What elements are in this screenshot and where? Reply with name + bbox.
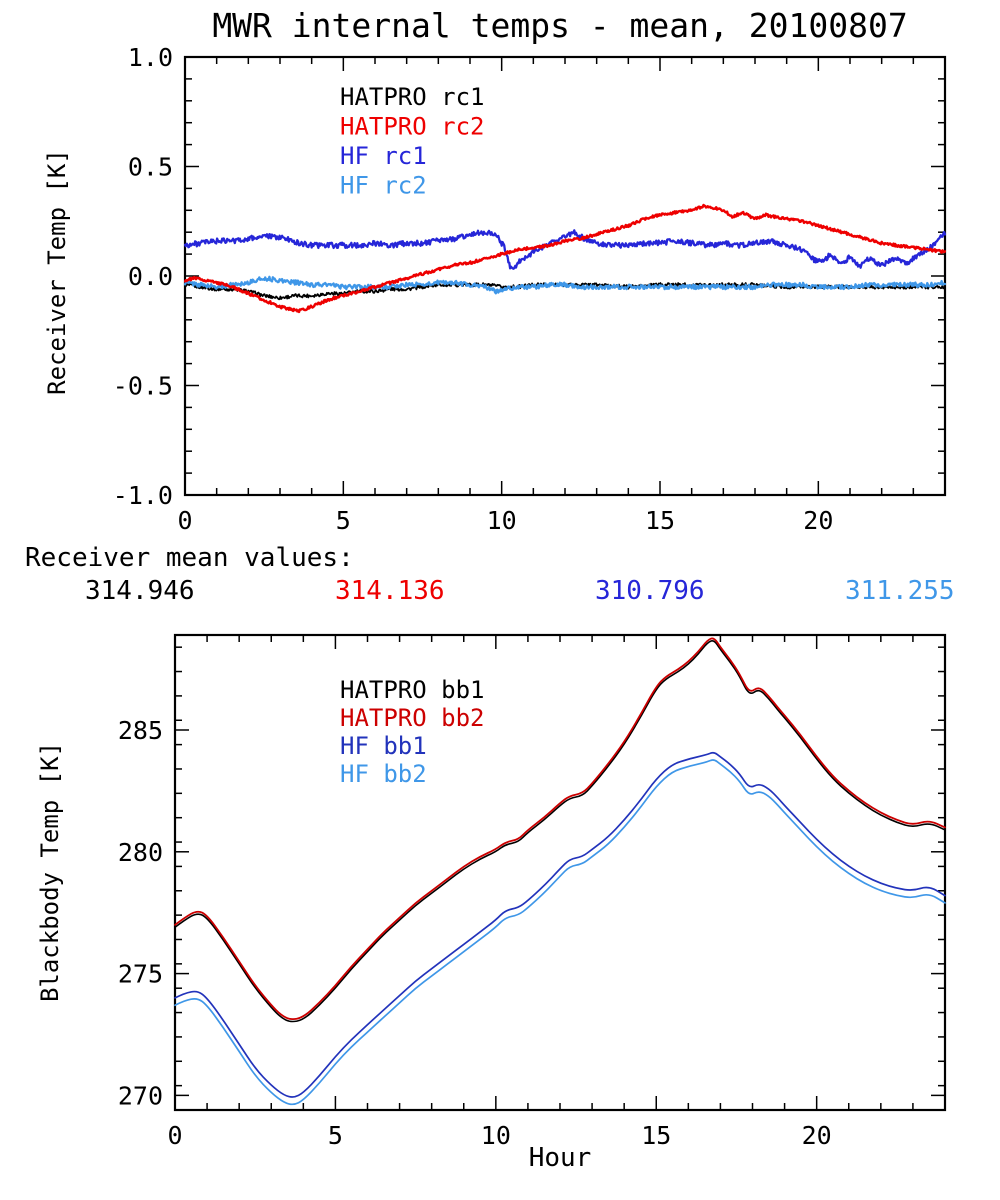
- series-hatpro-rc2: [184, 203, 946, 314]
- series-hatpro-bb1: [174, 640, 946, 1023]
- series-hf-bb1: [174, 751, 946, 1098]
- plot-frame: [183, 55, 947, 497]
- receiver-mean-values-label: Receiver mean values:: [25, 543, 354, 573]
- legend-hatpro-rc1: HATPRO rc1: [340, 83, 485, 111]
- y-tick-label: 285: [118, 716, 163, 745]
- mean-value-hatpro-rc1: 314.946: [85, 576, 195, 606]
- x-tick-label: 20: [803, 506, 833, 535]
- y-tick-label: 270: [118, 1081, 163, 1110]
- y-tick-label: 1.0: [128, 43, 173, 72]
- x-tick-label: 5: [336, 506, 351, 535]
- series-hf-bb2: [174, 759, 946, 1106]
- y-tick-label: -1.0: [113, 481, 173, 510]
- receiver-temp-chart: 0 5 10 15 20 1.0 0.5 0.0 -0.5 -1.0 HATPRO rc1HATPR…: [113, 43, 947, 535]
- y-tick-label: 0.0: [128, 262, 173, 291]
- plot-frame: [173, 633, 947, 1112]
- y-tick-label: 0.5: [128, 153, 173, 182]
- x-tick-label: 15: [645, 506, 675, 535]
- legend-hatpro-bb2: HATPRO bb2: [340, 704, 485, 732]
- x-tick-label: 15: [641, 1121, 671, 1150]
- y-tick-label: -0.5: [113, 372, 173, 401]
- legend-hf-rc2: HF rc2: [340, 172, 427, 200]
- legend-hf-rc1: HF rc1: [340, 142, 427, 170]
- legend-hf-bb2: HF bb2: [340, 760, 427, 788]
- legend-hf-bb1: HF bb1: [340, 732, 427, 760]
- x-tick-label: 5: [328, 1121, 343, 1150]
- series-hf-rc2: [184, 275, 946, 295]
- legend-hatpro-bb1: HATPRO bb1: [340, 676, 485, 704]
- mean-value-hatpro-rc2: 314.136: [335, 576, 445, 606]
- series-hf-rc1: [184, 229, 946, 270]
- x-tick-label: 10: [481, 1121, 511, 1150]
- x-tick-label: 0: [167, 1121, 182, 1150]
- x-tick-label: 10: [487, 506, 517, 535]
- legend-hatpro-rc2: HATPRO rc2: [340, 113, 485, 141]
- mean-value-hf-rc2: 311.255: [845, 576, 955, 606]
- x-tick-label: 0: [177, 506, 192, 535]
- series-hatpro-bb2: [174, 637, 946, 1020]
- chart-title: MWR internal temps - mean, 20100807: [212, 6, 908, 45]
- x-axis-label: Hour: [528, 1143, 592, 1173]
- mean-value-hf-rc1: 310.796: [595, 576, 705, 606]
- y-tick-label: 280: [118, 838, 163, 867]
- x-tick-label: 20: [802, 1121, 832, 1150]
- y-tick-label: 275: [118, 960, 163, 989]
